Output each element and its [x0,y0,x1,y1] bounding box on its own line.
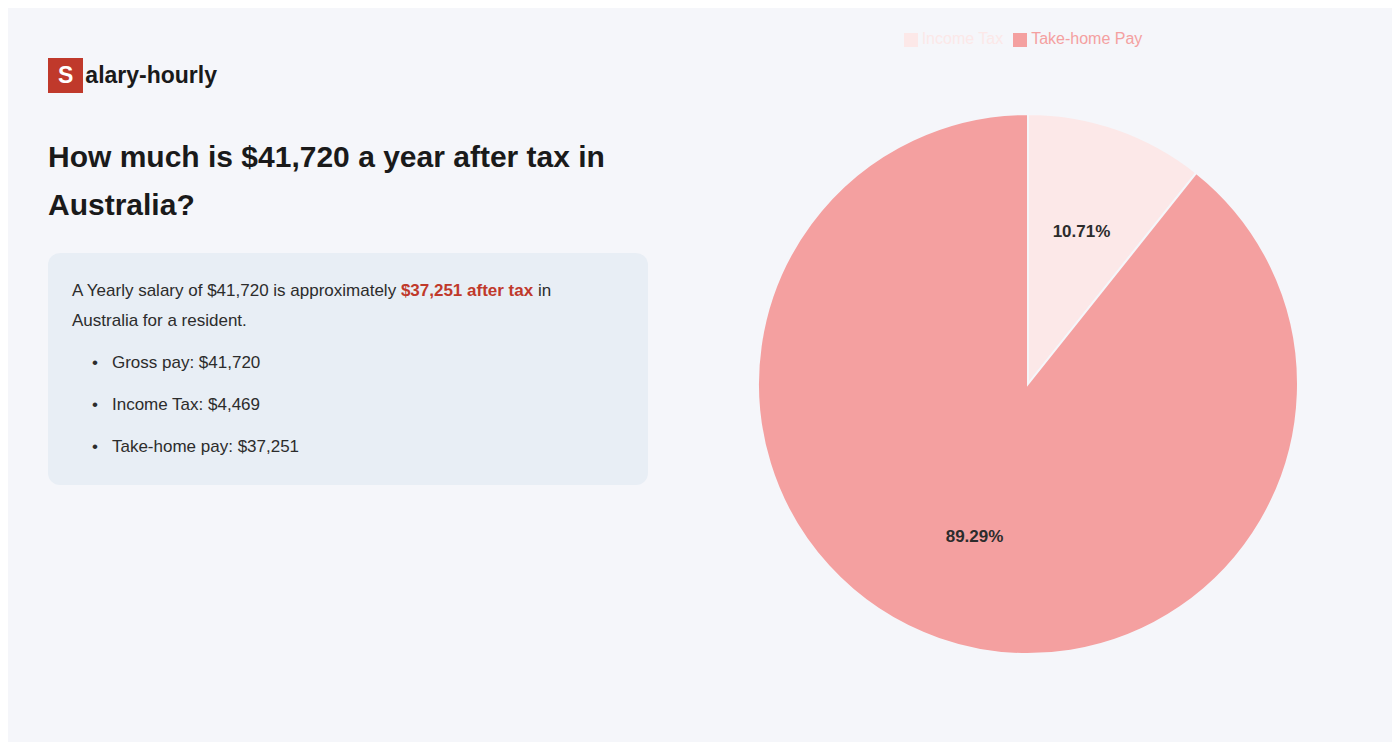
html-text:Take-home pay: $37,251: Take-home pay: $37,251 [112,437,300,456]
html-text:A Yearly salary of $41,720 is: A Yearly salary of $41,720 is approximat… [72,281,552,300]
html-text:Australia for a resident.: Australia for a resident. [72,311,247,330]
html-text:How much is $41,720 a year aft: How much is $41,720 a year after tax in … [48,140,605,221]
html-text:Income Tax: Income Tax [921,30,1004,47]
html-text:Take-home Pay: Take-home Pay [1031,30,1143,47]
html-text:Income Tax: $4,469: Income Tax: $4,469 [112,395,260,414]
html-text:S: S [58,62,74,88]
svg-text:10.71%: 10.71% [1053,222,1111,241]
svg-text:89.29%: 89.29% [946,527,1004,546]
html-text:Gross pay: $41,720: Gross pay: $41,720 [112,353,261,372]
html-text:alary-hourly: alary-hourly [85,62,217,88]
